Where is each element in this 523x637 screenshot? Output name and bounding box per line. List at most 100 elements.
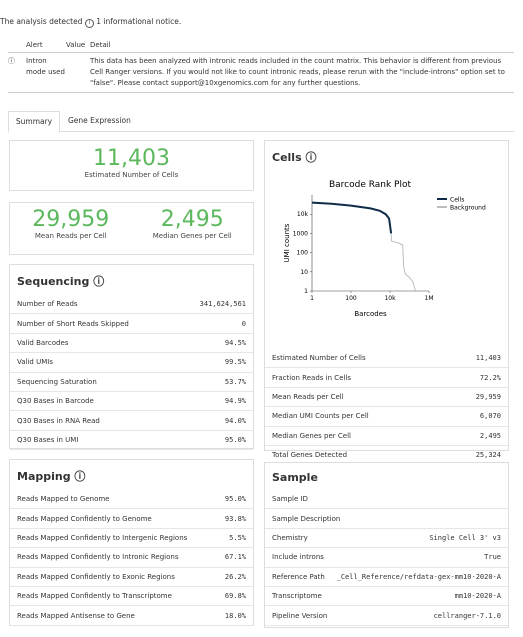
metric-value: cellranger-7.1.0 <box>433 611 501 620</box>
metric-name: Reads Mapped Confidently to Genome <box>17 514 152 523</box>
notice-intro: The analysis detected <box>0 17 83 26</box>
metric-value: 93.8% <box>224 514 246 523</box>
metric-row: Chemistry Single Cell 3' v3 <box>265 529 508 549</box>
notice-count: 1 informational notice. <box>96 17 182 26</box>
metric-value: 53.7% <box>224 377 246 386</box>
metric-value: 6,070 <box>479 412 501 421</box>
metric-name: Transcriptome <box>272 592 322 601</box>
metric-name: Reads Mapped Confidently to Exonic Regio… <box>17 572 175 581</box>
x-tick-label: 100 <box>345 295 357 302</box>
notice: The analysis detected i 1 informational … <box>0 17 181 28</box>
metric-value: 11,403 <box>93 146 170 171</box>
metric-row: Q30 Bases in RNA Read 94.0% <box>10 411 253 431</box>
metric-row: Reads Mapped Antisense to Gene 18.0% <box>10 606 253 626</box>
tab[interactable]: Gene Expression <box>68 116 131 125</box>
y-tick-label: 10 <box>300 269 308 276</box>
metric-row: Reference Path _Cell_Reference/refdata-ge… <box>265 568 508 587</box>
metric-name: Q30 Bases in Barcode <box>17 397 94 406</box>
metric-name: Reads Mapped Confidently to Intronic Reg… <box>17 553 179 562</box>
metric-value: True <box>484 553 501 562</box>
tab[interactable]: Summary <box>8 111 60 133</box>
metric-value: 25,324 <box>475 451 501 460</box>
y-tick-label: 10k <box>297 211 309 218</box>
metric-row: Reads Mapped Confidently to Intergenic R… <box>10 529 253 549</box>
metric-row: Q30 Bases in Barcode 94.9% <box>10 392 253 412</box>
metric-row: Valid Barcodes 94.5% <box>10 334 253 354</box>
metric-name: Q30 Bases in RNA Read <box>17 416 100 425</box>
highlight-panel: 29,959 Mean Reads per Cell 2,495 Median Ge… <box>9 202 254 255</box>
metric-value: 341,624,561 <box>199 300 246 309</box>
metric-row: Sample ID <box>265 490 508 510</box>
header: Alert <box>26 41 43 49</box>
alert-name: Intron mode used <box>26 57 65 76</box>
x-tick-label: 1 <box>310 295 314 302</box>
y-tick-label: 100 <box>297 250 309 257</box>
metric-row: Sample Description <box>265 509 508 529</box>
panel-title: Cells <box>272 151 302 164</box>
metric-value: 94.0% <box>224 416 246 425</box>
metric-value: 95.0% <box>224 435 246 444</box>
metric-value: 18.0% <box>224 611 246 620</box>
legend-label: Background <box>450 205 486 212</box>
metric-name: Include introns <box>272 553 324 562</box>
metric-row: Reads Mapped Confidently to Transcriptom… <box>10 587 253 607</box>
panel-title: Sample <box>272 471 318 484</box>
series-line <box>311 201 393 234</box>
metric-value: 95.0% <box>224 495 246 504</box>
legend-label: Cells <box>450 197 464 204</box>
metric-row: Median UMI Counts per Cell 6,070 <box>265 407 508 427</box>
metric-name: Reference Path <box>272 572 325 581</box>
metric-row: Number of Reads 341,624,561 <box>10 295 253 315</box>
metric-name: Number of Short Reads Skipped <box>17 319 129 328</box>
metric-row: Sequencing Saturation 53.7% <box>10 373 253 392</box>
metric-name: Fraction Reads in Cells <box>272 373 351 382</box>
y-tick-label: 1000 <box>293 230 308 237</box>
metric-row: Fraction Reads in Cells 72.2% <box>265 368 508 388</box>
header: Detail <box>90 41 111 49</box>
metric-name: Reads Mapped to Genome <box>17 495 110 504</box>
metric-value: 2,495 <box>160 207 224 232</box>
metric-value: 67.1% <box>224 553 246 562</box>
metric-value: _Cell_Reference/refdata-gex-mm10-2020-A <box>336 572 501 581</box>
mapping-panel: Mapping ⓘ Reads Mapped to Genome 95.0% Read… <box>9 459 254 626</box>
metric-row: Reads Mapped to Genome 95.0% <box>10 490 253 510</box>
sequencing-panel: Sequencing ⓘ Number of Reads 341,624,561 Nu… <box>9 264 254 451</box>
metric-value: 29,959 <box>475 392 501 401</box>
metric-value: 99.5% <box>224 358 246 367</box>
metric-row: Include introns True <box>265 548 508 568</box>
metric-label: Estimated Number of Cells <box>84 171 179 179</box>
cells-panel: Cells ⓘ Barcode Rank Plot 1 100 10k 1M 1 10 100… <box>264 140 509 466</box>
metric-name: Total Genes Detected <box>272 451 348 460</box>
metric-row: Median Genes per Cell 2,495 <box>265 427 508 446</box>
metric-value: 0 <box>241 319 246 328</box>
metric-row: Valid UMIs 99.5% <box>10 353 253 373</box>
metric-name: Mean Reads per Cell <box>272 392 344 401</box>
metric-value: 5.5% <box>229 533 246 542</box>
header: Value <box>66 41 86 49</box>
barcode-rank-plot: Barcode Rank Plot 1 100 10k 1M 1 10 100 1000 10k B… <box>283 180 486 318</box>
metric-row: Estimated Number of Cells 11,403 <box>265 349 508 369</box>
metric-value: 26.2% <box>224 572 246 581</box>
info-icon: i <box>84 19 94 28</box>
metric-value: 2,495 <box>479 431 501 440</box>
sample-panel: Sample Sample ID Sample Description Chemist… <box>264 462 509 628</box>
x-axis-label: Barcodes <box>354 310 387 318</box>
metric-row: Number of Short Reads Skipped 0 <box>10 314 253 334</box>
alert-row: ⓘ Intron mode used This data has been anal… <box>8 53 514 93</box>
metric-row: Reads Mapped Confidently to Genome 93.8% <box>10 509 253 529</box>
tabs: Summary Gene Expression <box>8 111 514 133</box>
metric-name: Sample ID <box>272 495 308 504</box>
metric-name: Median Genes per Cell <box>272 431 351 440</box>
metric-name: Valid Barcodes <box>17 338 69 347</box>
metric-row: Reads Mapped Confidently to Exonic Regio… <box>10 568 253 587</box>
metric-name: Number of Reads <box>17 300 78 309</box>
highlight-panel: 11,403 Estimated Number of Cells <box>9 140 254 191</box>
metric-row: Mean Reads per Cell 29,959 <box>265 388 508 408</box>
y-axis-label: UMI counts <box>283 223 291 262</box>
metric-row: Q30 Bases in UMI 95.0% <box>10 431 253 451</box>
metric-row: Transcriptome mm10-2020-A <box>265 587 508 607</box>
metric-value: mm10-2020-A <box>454 592 501 601</box>
alert-table: Alert Value Detail ⓘ Intron mode used This d… <box>8 38 514 93</box>
metric-value: 94.9% <box>224 397 246 406</box>
